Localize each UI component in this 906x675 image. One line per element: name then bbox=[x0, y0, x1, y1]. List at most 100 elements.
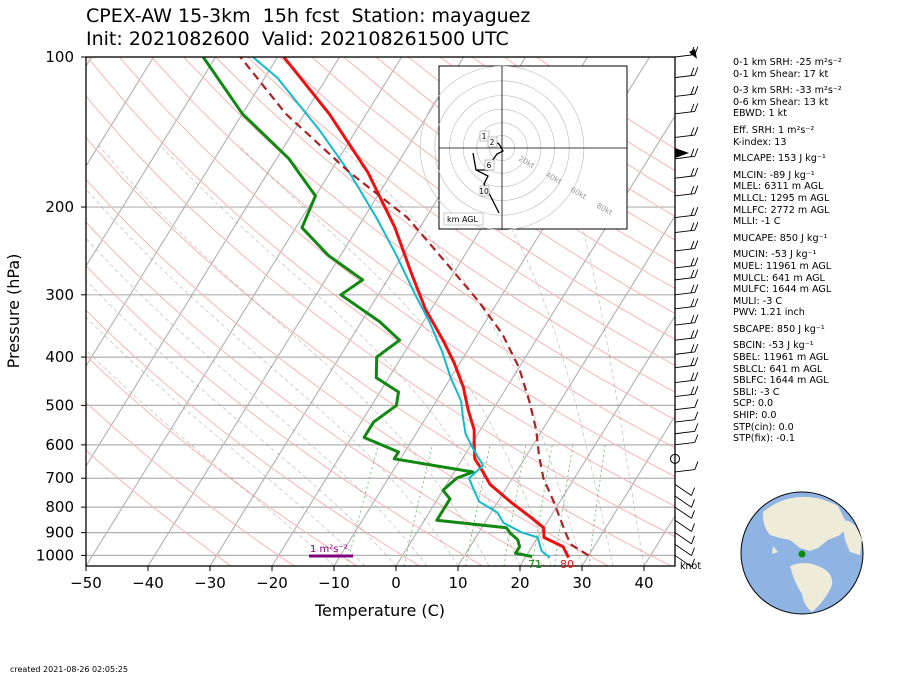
barb-shaft bbox=[674, 519, 692, 532]
moist-adiabat-line bbox=[159, 144, 521, 566]
wind-barb bbox=[674, 506, 695, 519]
srh-label: 1 m²s⁻² bbox=[310, 544, 348, 555]
param-line: 0-1 km SRH: -25 m²s⁻² bbox=[733, 57, 842, 68]
barb-feather bbox=[690, 207, 695, 216]
barb-shaft bbox=[674, 134, 695, 138]
barb-feather bbox=[694, 461, 699, 470]
y-axis-label: Pressure (hPa) bbox=[4, 254, 23, 369]
x-tick-label: 30 bbox=[572, 574, 591, 592]
param-line: SBEL: 11961 m AGL bbox=[733, 352, 829, 364]
barb-feather bbox=[694, 298, 699, 307]
barb-shaft bbox=[674, 430, 695, 435]
dry-adiabat-line bbox=[86, 221, 546, 566]
param-line: 0-3 km SRH: -33 m²s⁻² bbox=[733, 85, 842, 97]
isotherm-line bbox=[86, 57, 341, 468]
param-line: SBCIN: -53 J kg⁻¹ bbox=[733, 340, 814, 352]
wind-barb bbox=[674, 240, 699, 252]
isotherm-line bbox=[86, 57, 279, 368]
param-line: MULCL: 641 m AGL bbox=[733, 272, 825, 284]
barb-shaft bbox=[674, 379, 695, 384]
hodograph-units-box bbox=[443, 212, 484, 226]
barb-feather bbox=[690, 86, 695, 95]
isotherm-line bbox=[395, 114, 675, 566]
barb-shaft bbox=[674, 483, 692, 496]
param-line: MLCIN: -89 J kg⁻¹ bbox=[733, 169, 815, 181]
mixing-ratio-line bbox=[588, 444, 606, 566]
dry-adiabat-line bbox=[86, 449, 232, 566]
barb-feather bbox=[694, 221, 699, 231]
barb-feather bbox=[690, 257, 695, 267]
isotherm-line bbox=[147, 57, 465, 566]
mixing-ratio-line bbox=[503, 444, 527, 566]
wind-barb bbox=[674, 221, 699, 233]
param-line: PWV: 1.21 inch bbox=[733, 307, 805, 319]
wind-barb bbox=[674, 298, 699, 310]
barb-shaft bbox=[674, 175, 695, 179]
param-line: Eff. SRH: 1 m²s⁻² bbox=[733, 124, 815, 136]
param-line: SBLCL: 641 m AGL bbox=[733, 363, 823, 375]
dry-adiabat-line bbox=[375, 57, 675, 265]
wind-barb bbox=[674, 372, 699, 384]
created-timestamp: created 2021-08-26 02:05:25 bbox=[10, 665, 128, 674]
barb-feather bbox=[690, 344, 695, 353]
barb-feather bbox=[694, 399, 699, 408]
isotherm-line bbox=[86, 57, 155, 168]
moist-adiabat-line bbox=[338, 144, 583, 566]
barb-shaft bbox=[674, 229, 695, 233]
barb-feather bbox=[690, 168, 695, 177]
barb-shaft bbox=[674, 193, 695, 197]
barb-shaft bbox=[674, 406, 695, 411]
dry-adiabat-line bbox=[86, 136, 672, 566]
barb-feather bbox=[691, 558, 695, 567]
barb-shaft bbox=[674, 54, 695, 58]
hodograph-height-box bbox=[479, 185, 490, 197]
barb-feather bbox=[694, 372, 699, 381]
isotherm-line bbox=[519, 314, 675, 566]
param-line: SBCAPE: 850 J kg⁻¹ bbox=[733, 323, 825, 335]
param-line: MLCAPE: 153 J kg⁻¹ bbox=[733, 153, 826, 165]
y-tick-label: 1000 bbox=[36, 546, 74, 564]
wind-barb bbox=[674, 495, 695, 508]
param-line: 0-6 km Shear: 13 kt bbox=[733, 96, 829, 108]
wind-barb bbox=[674, 483, 695, 496]
barb-feather bbox=[690, 372, 695, 381]
wind-barb bbox=[674, 555, 695, 568]
barb-feather bbox=[694, 85, 699, 95]
param-line: MLEL: 6311 m AGL bbox=[733, 181, 824, 193]
wind-barb bbox=[674, 386, 699, 398]
barb-feather bbox=[691, 499, 695, 508]
hodograph-units-label: km AGL bbox=[447, 215, 479, 224]
barb-shaft bbox=[674, 543, 692, 556]
dry-adiabat-line bbox=[215, 57, 675, 393]
dry-adiabat-line bbox=[86, 265, 483, 566]
dry-adiabat-line bbox=[86, 355, 358, 566]
moist-adiabat-line bbox=[86, 237, 428, 566]
wind-barb bbox=[674, 343, 699, 355]
wind-barb bbox=[674, 257, 699, 269]
barb-feather bbox=[694, 148, 699, 157]
param-line: MUCAPE: 850 J kg⁻¹ bbox=[733, 232, 828, 244]
wind-barb bbox=[674, 103, 699, 115]
barb-feather bbox=[694, 357, 699, 366]
param-line: SCP: 0.0 bbox=[733, 398, 774, 410]
barb-feather bbox=[690, 284, 695, 294]
mixing-ratio-line bbox=[346, 444, 379, 566]
barb-shaft bbox=[674, 155, 695, 160]
barb-shaft bbox=[674, 248, 695, 252]
barb-feather bbox=[694, 314, 699, 323]
wind-barb bbox=[674, 461, 699, 473]
barb-shaft bbox=[674, 393, 695, 398]
x-axis-label: Temperature (C) bbox=[314, 601, 445, 620]
barb-feather bbox=[690, 298, 695, 308]
plot-frame bbox=[85, 56, 676, 567]
x-tick-label: 20 bbox=[510, 574, 529, 592]
param-line: STP(cin): 0.0 bbox=[733, 421, 794, 433]
x-tick-label: 0 bbox=[391, 574, 401, 592]
hodograph-frame bbox=[438, 65, 628, 230]
barb-feather bbox=[690, 269, 695, 279]
param-line: K-index: 13 bbox=[733, 136, 787, 148]
y-tick-label: 600 bbox=[45, 436, 74, 454]
wind-barb bbox=[674, 126, 699, 138]
surface-temp-label: 80 bbox=[560, 558, 574, 571]
